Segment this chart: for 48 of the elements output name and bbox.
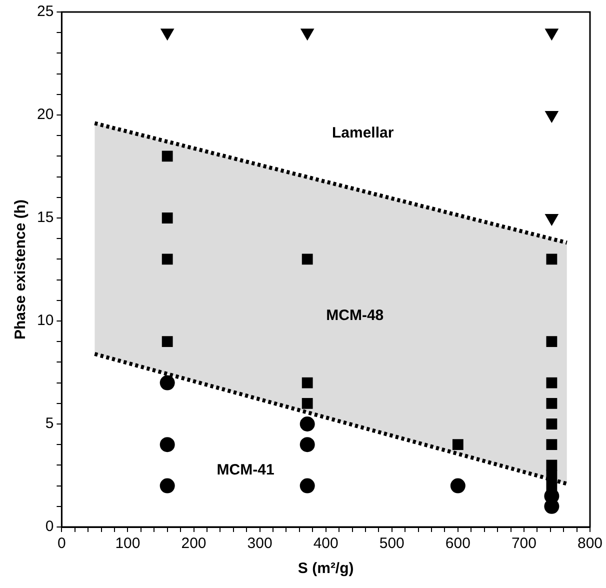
x-tick-label: 400 bbox=[313, 535, 338, 552]
annotation: MCM-41 bbox=[216, 461, 274, 478]
point bbox=[300, 478, 315, 494]
point bbox=[546, 254, 558, 265]
y-tick-label: 25 bbox=[36, 3, 54, 20]
y-tick-label: 15 bbox=[36, 209, 54, 226]
point bbox=[302, 398, 313, 409]
point bbox=[545, 28, 558, 40]
x-tick-label: 300 bbox=[247, 535, 272, 552]
point bbox=[452, 439, 464, 450]
y-tick-label: 5 bbox=[45, 415, 54, 432]
point bbox=[160, 375, 175, 390]
point bbox=[302, 254, 313, 265]
annotation: Lamellar bbox=[332, 124, 394, 142]
point bbox=[300, 28, 314, 40]
point bbox=[160, 478, 175, 494]
point bbox=[546, 480, 558, 492]
x-tick-label: 100 bbox=[115, 535, 140, 552]
point bbox=[162, 254, 173, 265]
point bbox=[546, 460, 558, 471]
x-axis-title: S (m²/g) bbox=[298, 560, 354, 578]
point bbox=[162, 150, 173, 162]
annotation: MCM-48 bbox=[326, 306, 384, 324]
point bbox=[546, 439, 558, 450]
point bbox=[162, 336, 173, 348]
point bbox=[546, 377, 558, 388]
x-tick-label: 700 bbox=[511, 535, 536, 552]
point bbox=[545, 111, 558, 122]
x-tick-label: 200 bbox=[181, 535, 206, 552]
y-tick-label: 20 bbox=[36, 106, 54, 124]
x-tick-label: 800 bbox=[577, 535, 603, 552]
point bbox=[545, 214, 558, 226]
point bbox=[300, 416, 315, 432]
point bbox=[450, 478, 466, 494]
x-tick-label: 600 bbox=[445, 535, 470, 552]
y-tick-label: 0 bbox=[45, 518, 54, 536]
x-tick-label: 500 bbox=[379, 535, 404, 552]
point bbox=[160, 437, 175, 452]
y-tick-label: 10 bbox=[36, 312, 54, 330]
y-axis-title: Phase existence (h) bbox=[12, 199, 30, 340]
point bbox=[302, 377, 313, 388]
point bbox=[546, 398, 558, 409]
point bbox=[162, 212, 173, 224]
point bbox=[546, 336, 558, 348]
point bbox=[300, 437, 315, 452]
point bbox=[160, 28, 174, 40]
point bbox=[546, 418, 558, 430]
x-tick-label: 0 bbox=[58, 535, 66, 552]
